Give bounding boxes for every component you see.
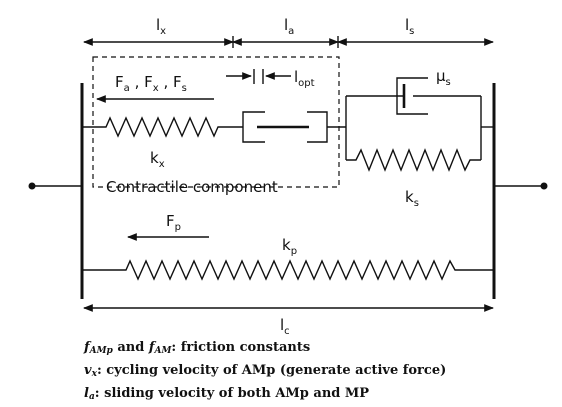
right-attachment-point xyxy=(540,182,548,190)
lx-label: lx xyxy=(156,16,166,37)
mu-s-label: μs xyxy=(436,67,451,88)
legend-sliding-velocity: la: sliding velocity of both AMp and MP xyxy=(84,386,370,402)
dashpot-cylinder xyxy=(396,77,428,115)
contractile-component-box xyxy=(92,56,340,188)
lc-label: lc xyxy=(280,316,290,337)
left-attachment-point xyxy=(28,182,36,190)
kp-spring xyxy=(82,259,494,281)
ks-label: ks xyxy=(405,188,419,209)
ks-spring xyxy=(346,148,481,172)
legend-cycling-velocity: vx: cycling velocity of AMp (generate ac… xyxy=(84,363,447,379)
kx-label: kx xyxy=(150,149,165,170)
kx-spring xyxy=(82,116,243,138)
la-label: la xyxy=(284,16,294,37)
lopt-label: lopt xyxy=(294,68,315,89)
active-element-right-bracket xyxy=(307,111,328,143)
contractile-component-label: Contractile component xyxy=(106,178,278,196)
forces-label: Fa , Fx , Fs xyxy=(115,73,187,94)
kp-label: kp xyxy=(282,236,297,257)
ls-label: ls xyxy=(405,16,414,37)
legend-friction-constants: fAMp and fAM: friction constants xyxy=(84,340,311,356)
legend: fAMp and fAM: friction constants vx: cyc… xyxy=(84,338,554,407)
active-element-left-bracket xyxy=(242,111,265,143)
fp-label: Fp xyxy=(166,212,181,233)
